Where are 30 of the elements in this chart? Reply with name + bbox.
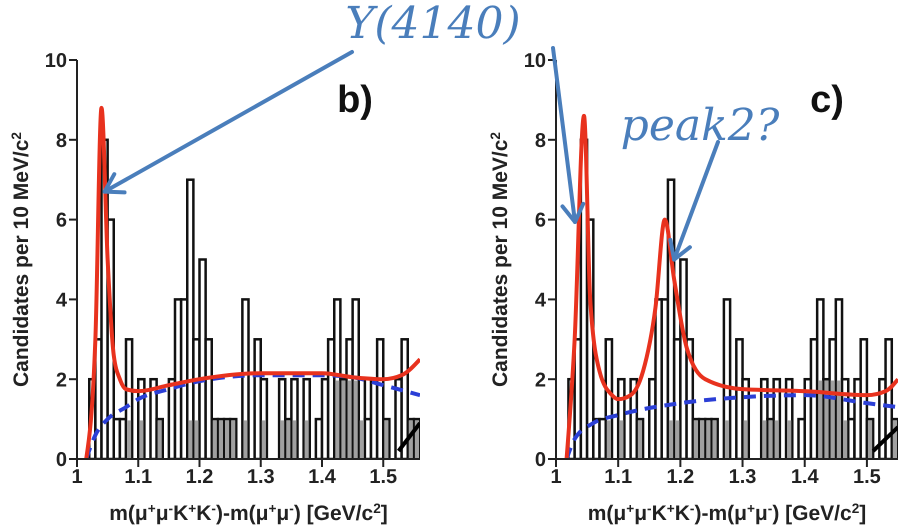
x-tick-label: 1.5 (369, 466, 398, 488)
y-tick-label: 4 (534, 290, 547, 312)
annotation: peak2? (620, 100, 780, 151)
y-tick-label: 6 (534, 210, 546, 232)
y-tick-label: 10 (44, 50, 67, 72)
y-tick-label: 0 (534, 449, 546, 472)
annotation: c) (810, 79, 844, 121)
x-tick-label: 1.2 (186, 466, 214, 488)
y-tick-label: 4 (56, 290, 68, 312)
x-tick-label: 1 (550, 466, 562, 488)
x-tick-label: 1.3 (728, 466, 756, 488)
x-tick-label: 1.2 (666, 466, 694, 488)
x-tick-label: 1.5 (853, 466, 881, 488)
text: m(μ$^{+}$μ$^{-}$K$^{+}$K$^{-}$)-m(μ$^{+}$μ$^{-}$) [GeV/c$^{2}$] (109, 500, 388, 525)
y-tick-label: 10 (524, 50, 546, 72)
y-tick-label: 8 (534, 130, 546, 152)
annotation: Y(4140) (345, 0, 521, 49)
x-tick-label: 1.4 (308, 466, 337, 488)
y-tick-label: 6 (56, 210, 67, 232)
x-tick-label: 1.1 (124, 466, 152, 488)
annotation: b) (337, 79, 373, 121)
y-tick-label: 2 (56, 369, 67, 392)
x-tick-label: 1 (71, 466, 83, 488)
x-tick-label: 1.1 (604, 466, 632, 488)
text: m(μ$^{+}$μ$^{-}$K$^{+}$K$^{-}$)-m(μ$^{+}$μ$^{-}$) [GeV/c$^{2}$] (588, 500, 866, 525)
x-tick-label: 1.3 (246, 466, 275, 488)
y-tick-label: 2 (534, 369, 546, 392)
y-tick-label: 8 (56, 130, 67, 152)
x-tick-label: 1.4 (790, 466, 820, 488)
y-tick-label: 0 (56, 449, 67, 472)
